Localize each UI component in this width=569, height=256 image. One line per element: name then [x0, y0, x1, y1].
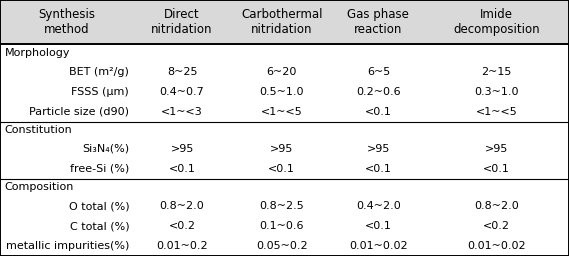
- Text: Direct
nitridation: Direct nitridation: [151, 8, 213, 36]
- Text: 0.01~0.02: 0.01~0.02: [349, 241, 408, 251]
- Text: 0.01~0.02: 0.01~0.02: [467, 241, 526, 251]
- Text: metallic impurities(%): metallic impurities(%): [6, 241, 129, 251]
- Text: Composition: Composition: [5, 183, 74, 193]
- Text: 0.1~0.6: 0.1~0.6: [259, 221, 304, 231]
- Text: >95: >95: [485, 144, 508, 154]
- Text: Si₃N₄(%): Si₃N₄(%): [82, 144, 129, 154]
- Text: <0.1: <0.1: [268, 164, 295, 174]
- Text: Constitution: Constitution: [5, 125, 72, 135]
- Text: 8~25: 8~25: [167, 67, 197, 77]
- Text: Gas phase
reaction: Gas phase reaction: [348, 8, 409, 36]
- Text: <1~<3: <1~<3: [161, 107, 203, 117]
- Text: 0.4~0.7: 0.4~0.7: [160, 87, 204, 97]
- Text: free-Si (%): free-Si (%): [70, 164, 129, 174]
- Text: <1~<5: <1~<5: [476, 107, 517, 117]
- Text: <0.1: <0.1: [365, 107, 392, 117]
- Text: BET (m²/g): BET (m²/g): [69, 67, 129, 77]
- Text: <0.1: <0.1: [365, 221, 392, 231]
- Text: 0.4~2.0: 0.4~2.0: [356, 201, 401, 211]
- Text: <1~<5: <1~<5: [261, 107, 303, 117]
- Text: 6~5: 6~5: [367, 67, 390, 77]
- Text: O total (%): O total (%): [68, 201, 129, 211]
- Text: 0.8~2.5: 0.8~2.5: [259, 201, 304, 211]
- Text: 2~15: 2~15: [481, 67, 512, 77]
- Text: 0.8~2.0: 0.8~2.0: [474, 201, 519, 211]
- Text: 0.3~1.0: 0.3~1.0: [474, 87, 519, 97]
- Text: Carbothermal
nitridation: Carbothermal nitridation: [241, 8, 323, 36]
- Text: Particle size (d90): Particle size (d90): [29, 107, 129, 117]
- Text: Synthesis
method: Synthesis method: [38, 8, 96, 36]
- Text: 0.01~0.2: 0.01~0.2: [156, 241, 208, 251]
- Text: >95: >95: [270, 144, 294, 154]
- Text: <0.1: <0.1: [483, 164, 510, 174]
- Text: >95: >95: [366, 144, 390, 154]
- Text: 0.5~1.0: 0.5~1.0: [259, 87, 304, 97]
- Text: 0.2~0.6: 0.2~0.6: [356, 87, 401, 97]
- Text: 6~20: 6~20: [266, 67, 297, 77]
- Text: >95: >95: [170, 144, 194, 154]
- Text: <0.2: <0.2: [483, 221, 510, 231]
- Text: C total (%): C total (%): [69, 221, 129, 231]
- Text: <0.1: <0.1: [168, 164, 196, 174]
- Text: FSSS (μm): FSSS (μm): [72, 87, 129, 97]
- Text: Morphology: Morphology: [5, 48, 70, 58]
- Text: 0.05~0.2: 0.05~0.2: [256, 241, 307, 251]
- Text: <0.2: <0.2: [168, 221, 196, 231]
- Text: Imide
decomposition: Imide decomposition: [453, 8, 540, 36]
- Text: 0.8~2.0: 0.8~2.0: [160, 201, 204, 211]
- Text: <0.1: <0.1: [365, 164, 392, 174]
